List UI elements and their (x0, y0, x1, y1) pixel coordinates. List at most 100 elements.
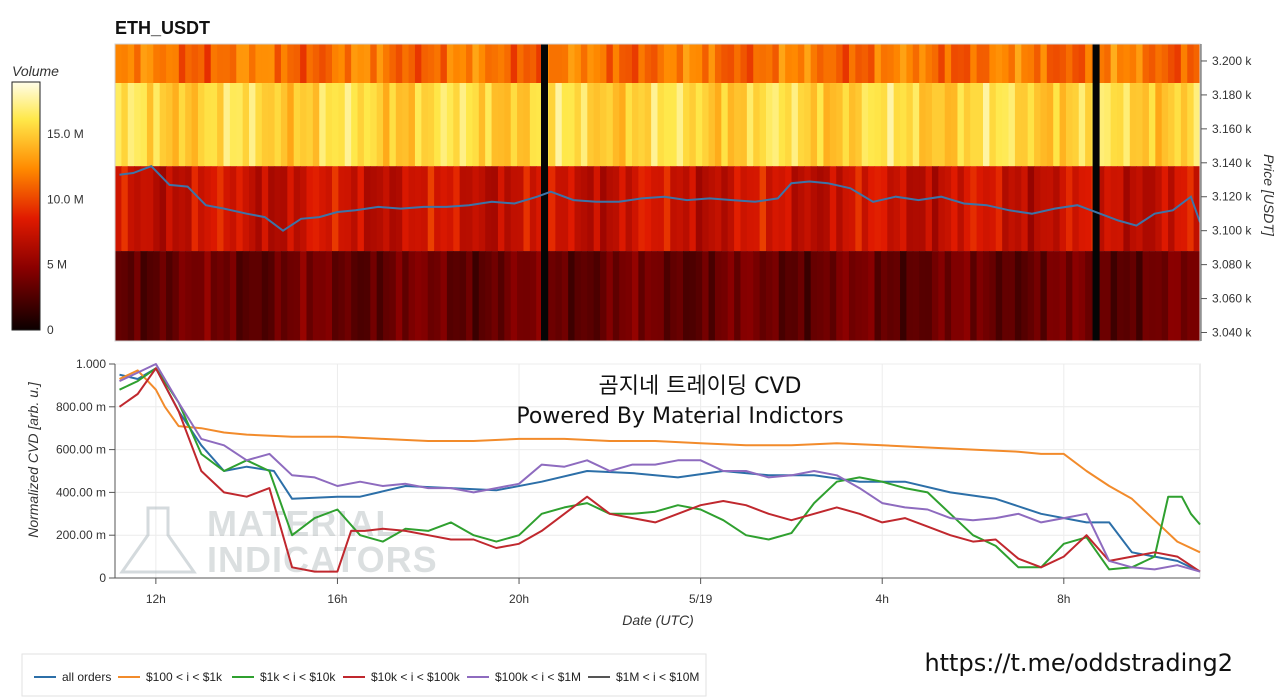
colorbar (11, 81, 41, 331)
heatmap-cell (523, 83, 531, 167)
heatmap-cell (931, 251, 939, 341)
legend-item-label[interactable]: $10k < i < $100k (371, 670, 461, 684)
legend-item-label[interactable]: $100k < i < $1M (495, 670, 581, 684)
heatmap-cell (185, 251, 193, 341)
heatmap-cell (587, 83, 595, 167)
heatmap-cell (255, 166, 263, 252)
heatmap-cell (797, 44, 805, 84)
heatmap-cell (644, 83, 652, 167)
heatmap-cell (976, 251, 984, 341)
heatmap-cell (734, 83, 742, 167)
heatmap-cell (625, 251, 633, 341)
heatmap-cell (427, 166, 435, 252)
heatmap-cell (536, 251, 544, 341)
heatmap-cell (670, 251, 678, 341)
heatmap-cell (1034, 83, 1042, 167)
heatmap-cell (695, 166, 703, 252)
heatmap-cell (1097, 44, 1105, 84)
heatmap-cell (466, 251, 474, 341)
heatmap-cell (197, 251, 205, 341)
heatmap-cell (1136, 83, 1144, 167)
heatmap-cell (989, 166, 997, 252)
heatmap-cell (663, 83, 671, 167)
heatmap-cell (1193, 166, 1201, 252)
heatmap-cell (651, 166, 659, 252)
heatmap-cell (204, 83, 212, 167)
cvd-y-tick-label: 600.00 m (56, 443, 106, 457)
heatmap-cell (414, 251, 422, 341)
heatmap-cell (555, 83, 563, 167)
heatmap-cell (759, 166, 767, 252)
heatmap-cell (121, 166, 129, 252)
heatmap-cell (504, 166, 512, 252)
heatmap-cell (287, 83, 295, 167)
cvd-grid (115, 363, 1200, 579)
heatmap-cell (702, 251, 710, 341)
legend-item-label[interactable]: $1M < i < $10M (616, 670, 699, 684)
heatmap-cell (1085, 83, 1093, 167)
heatmap-cell (1078, 251, 1086, 341)
heatmap-cell (210, 83, 218, 167)
heatmap-cell (1193, 83, 1201, 167)
heatmap-cell (708, 251, 716, 341)
heatmap-cell (153, 44, 161, 84)
heatmap-cell (714, 83, 722, 167)
heatmap-cell (721, 83, 729, 167)
heatmap-cell (485, 251, 493, 341)
heatmap-cell (536, 44, 544, 84)
heatmap-cell (861, 83, 869, 167)
heatmap-cell (351, 251, 359, 341)
heatmap-cell (817, 83, 825, 167)
heatmap-cell (829, 251, 837, 341)
heatmap-cell (408, 44, 416, 84)
heatmap-cell (842, 166, 850, 252)
heatmap-cell (797, 83, 805, 167)
heatmap-cell (804, 44, 812, 84)
heatmap-cell (721, 44, 729, 84)
heatmap-cell (440, 251, 448, 341)
heatmap-cell (166, 83, 174, 167)
cvd-y-tick-label: 0 (99, 571, 106, 585)
heatmap-cell (874, 44, 882, 84)
footer-url[interactable]: https://t.me/oddstrading2 (924, 649, 1233, 677)
heatmap-cell (370, 83, 378, 167)
heatmap-cell (931, 83, 939, 167)
cvd-x-tick-label: 5/19 (689, 592, 713, 606)
heatmap-cell (1014, 83, 1022, 167)
price-tick-label: 3.080 k (1212, 258, 1252, 272)
cvd-y-axis: 0 200.00 m 400.00 m 600.00 m 800.00 m 1.000 (56, 357, 116, 585)
heatmap-cell (702, 166, 710, 252)
heatmap-cell (663, 166, 671, 252)
price-tick-label: 3.120 k (1212, 190, 1252, 204)
legend-item-label[interactable]: all orders (62, 670, 111, 684)
heatmap-cell (223, 83, 231, 167)
heatmap-cell (976, 166, 984, 252)
heatmap-cell (1078, 166, 1086, 252)
heatmap-cell (708, 44, 716, 84)
legend-item-label[interactable]: $100 < i < $1k (146, 670, 223, 684)
heatmap-cell (861, 166, 869, 252)
heatmap-cell (906, 251, 914, 341)
heatmap-cell (829, 44, 837, 84)
heatmap-cell (478, 251, 486, 341)
heatmap-cell (440, 44, 448, 84)
heatmap-cell (983, 83, 990, 167)
heatmap-cell (1142, 166, 1150, 252)
heatmap-cell (504, 251, 512, 341)
colorbar-tick-label: 0 (47, 323, 54, 337)
heatmap-cell (1187, 166, 1195, 252)
price-tick-label: 3.060 k (1212, 292, 1252, 306)
heatmap-cell (1104, 251, 1112, 341)
price-tick-label: 3.200 k (1212, 54, 1252, 68)
heatmap-cell (810, 251, 818, 341)
heatmap-cell (600, 166, 608, 252)
heatmap-cell (657, 251, 665, 341)
heatmap-cell (383, 83, 391, 167)
heatmap-cell (402, 251, 410, 341)
heatmap-cell (338, 166, 346, 252)
heatmap-cell (708, 166, 716, 252)
heatmap-cell (931, 166, 939, 252)
heatmap-cell (1110, 166, 1118, 252)
heatmap-cell (695, 44, 703, 84)
legend-item-label[interactable]: $1k < i < $10k (260, 670, 336, 684)
